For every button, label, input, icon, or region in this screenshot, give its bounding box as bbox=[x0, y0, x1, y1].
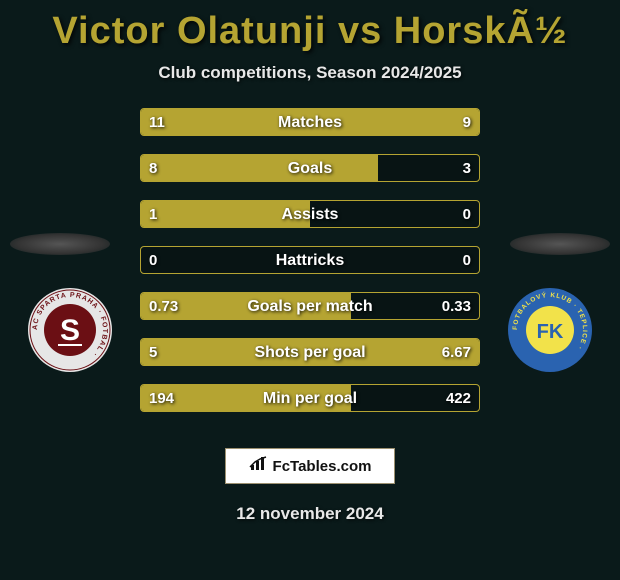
stat-value-right: 3 bbox=[463, 155, 471, 182]
stat-label: Min per goal bbox=[141, 385, 479, 412]
page-title: Victor Olatunji vs HorskÃ½ bbox=[0, 0, 620, 53]
fctables-label: FcTables.com bbox=[273, 458, 372, 475]
stat-value-left: 8 bbox=[149, 155, 157, 182]
stat-value-left: 194 bbox=[149, 385, 174, 412]
stat-value-right: 0.33 bbox=[442, 293, 471, 320]
stat-value-right: 0 bbox=[463, 201, 471, 228]
stat-row: Goals8 3 bbox=[140, 154, 480, 182]
team-crest-right: FOTBALOVÝ KLUB · TEPLICE · FK bbox=[500, 288, 600, 373]
stat-value-left: 1 bbox=[149, 201, 157, 228]
stat-label: Goals bbox=[141, 155, 479, 182]
stat-label: Assists bbox=[141, 201, 479, 228]
stat-value-right: 0 bbox=[463, 247, 471, 274]
comparison-bars: Matches119Goals83Assists10Hattricks00Goa… bbox=[140, 108, 480, 430]
stat-row: Assists1 0 bbox=[140, 200, 480, 228]
chart-icon bbox=[249, 456, 269, 476]
stat-value-right: 9 bbox=[463, 109, 471, 136]
stat-row: Matches11 9 bbox=[140, 108, 480, 136]
stat-label: Hattricks bbox=[141, 247, 479, 274]
stat-value-left: 5 bbox=[149, 339, 157, 366]
subtitle: Club competitions, Season 2024/2025 bbox=[0, 63, 620, 83]
date-label: 12 november 2024 bbox=[0, 504, 620, 524]
fctables-watermark: FcTables.com bbox=[225, 448, 395, 484]
stat-value-left: 0.73 bbox=[149, 293, 178, 320]
stat-row: Shots per goal5 6.67 bbox=[140, 338, 480, 366]
stat-value-right: 422 bbox=[446, 385, 471, 412]
stat-label: Matches bbox=[141, 109, 479, 136]
stat-label: Shots per goal bbox=[141, 339, 479, 366]
stat-value-right: 6.67 bbox=[442, 339, 471, 366]
stat-row: Hattricks0 0 bbox=[140, 246, 480, 274]
shadow-left bbox=[10, 233, 110, 255]
team-crest-left: AC SPARTA PRAHA · FOTBAL · S bbox=[20, 288, 120, 373]
svg-text:S: S bbox=[60, 314, 80, 347]
stat-row: Goals per match0.73 0.33 bbox=[140, 292, 480, 320]
stat-label: Goals per match bbox=[141, 293, 479, 320]
comparison-panel: AC SPARTA PRAHA · FOTBAL · S FOTBALOVÝ K… bbox=[0, 108, 620, 428]
stat-value-left: 11 bbox=[149, 109, 165, 136]
stat-row: Min per goal194 422 bbox=[140, 384, 480, 412]
svg-text:FK: FK bbox=[537, 321, 564, 343]
shadow-right bbox=[510, 233, 610, 255]
stat-value-left: 0 bbox=[149, 247, 157, 274]
